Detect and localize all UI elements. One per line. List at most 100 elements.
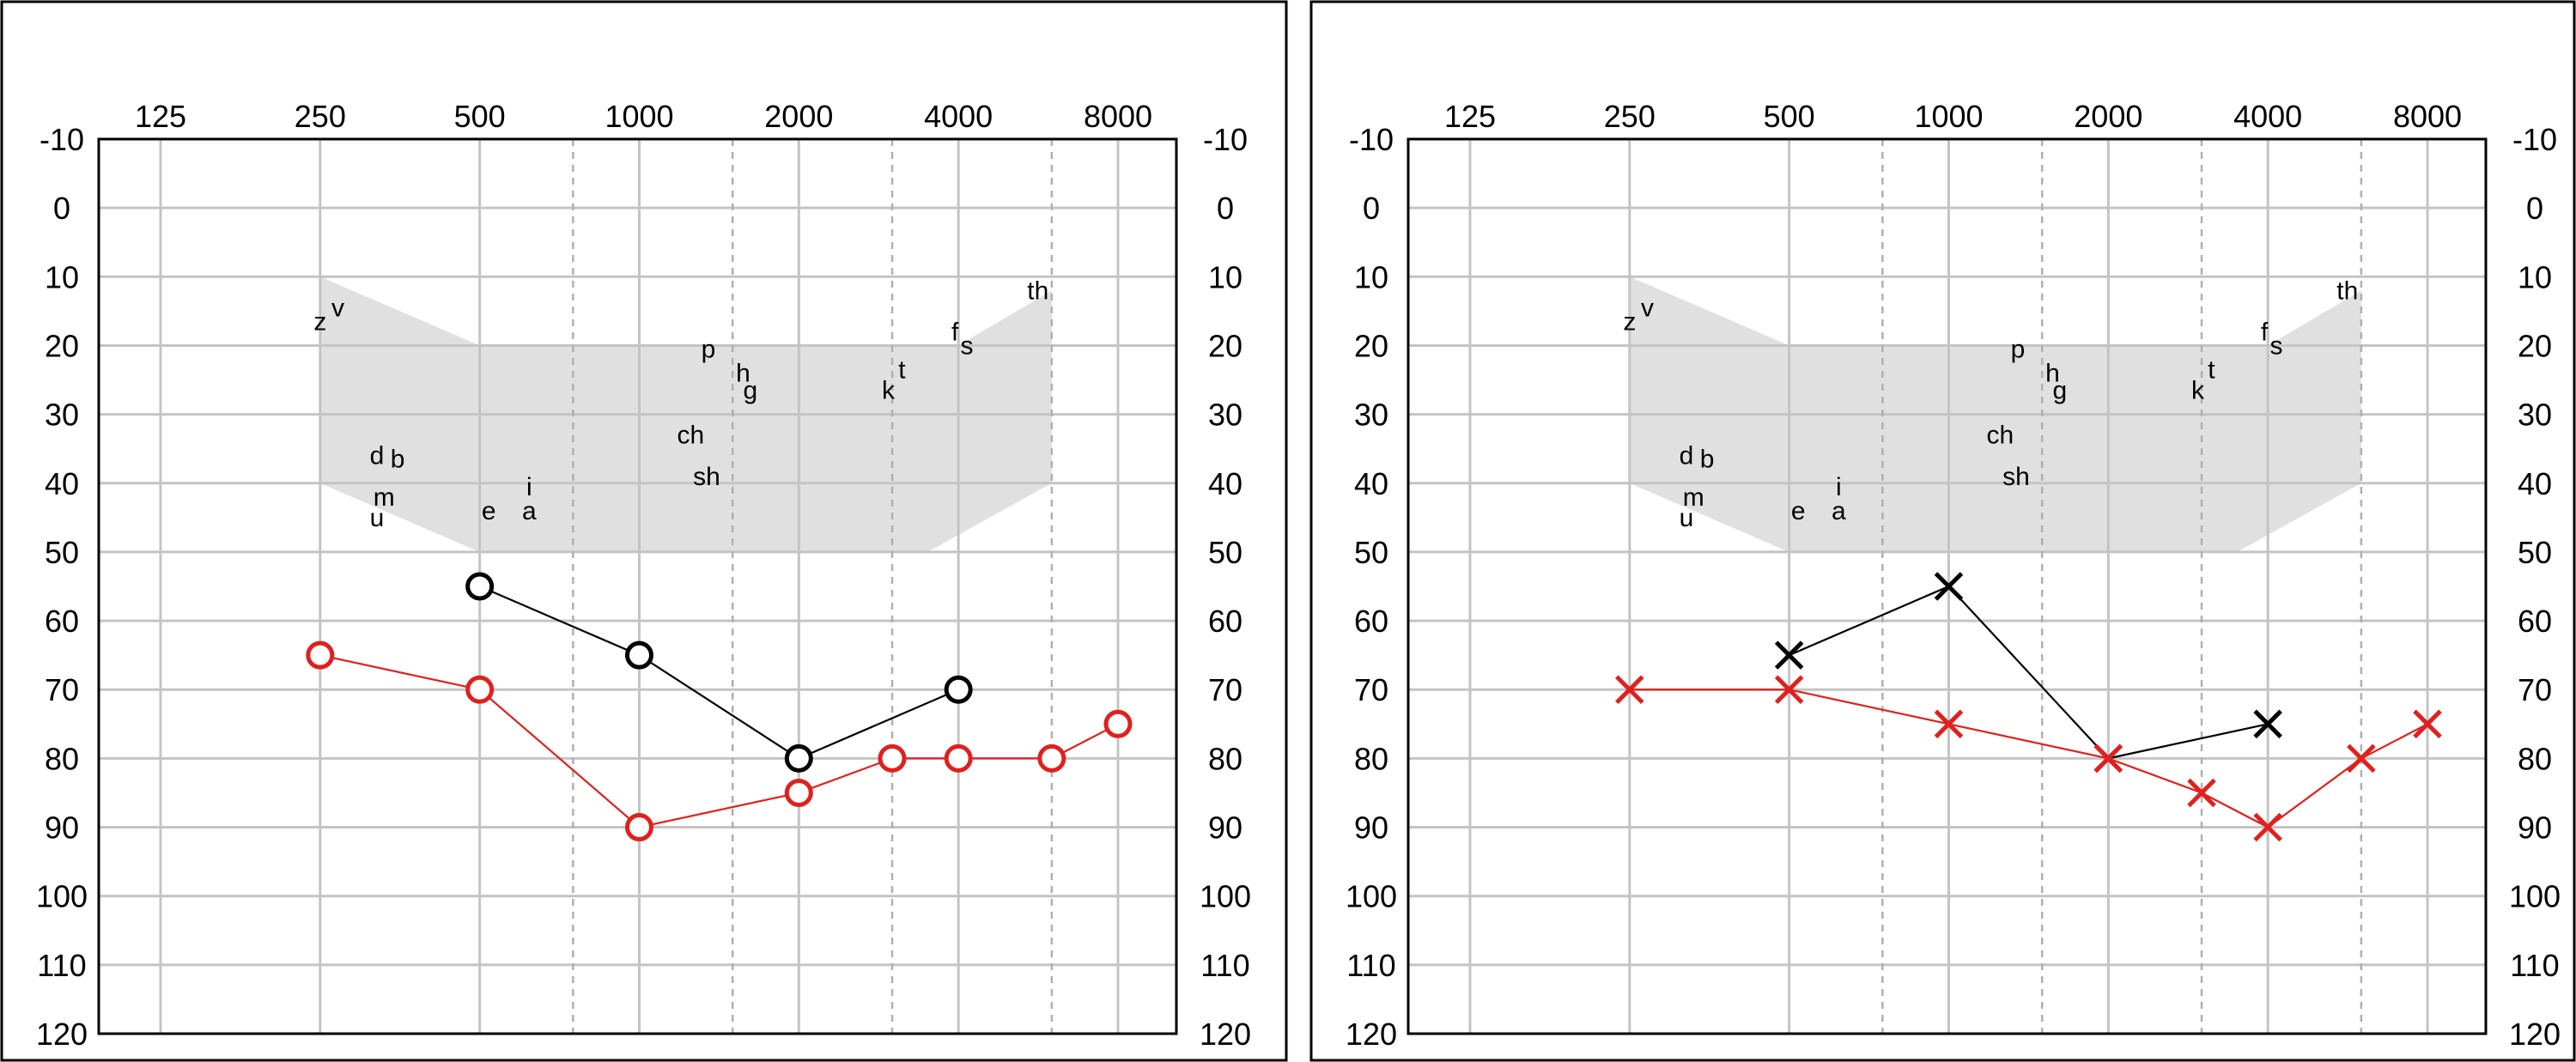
x-tick-label-250: 250	[1604, 99, 1656, 134]
series-0-point-2000	[784, 743, 813, 773]
phoneme-label-sh: sh	[693, 463, 720, 491]
series-1-point-6000	[1037, 743, 1066, 773]
phoneme-label-g: g	[2052, 377, 2067, 405]
phoneme-label-s: s	[961, 331, 974, 360]
series-0-point-1000	[625, 640, 653, 670]
y-tick-label-left-10: 10	[45, 259, 79, 294]
phoneme-label-t: t	[898, 356, 906, 385]
y-tick-label-right-100: 100	[2509, 879, 2561, 914]
phoneme-label-g: g	[743, 377, 757, 405]
x-tick-label-1000: 1000	[605, 99, 673, 134]
phoneme-label-m: m	[1683, 483, 1704, 512]
y-tick-label-left-40: 40	[1354, 466, 1388, 501]
phoneme-label-e: e	[482, 497, 496, 525]
series-0-point-500	[465, 572, 495, 601]
y-tick-label-left-60: 60	[1354, 604, 1388, 639]
phoneme-label-e: e	[1791, 497, 1806, 525]
plot-area-border	[97, 137, 1178, 1035]
phoneme-label-th: th	[1027, 276, 1048, 305]
phoneme-label-f: f	[2261, 318, 2269, 346]
y-tick-label-right--10: -10	[1203, 122, 1248, 157]
x-tick-label-125: 125	[135, 99, 186, 134]
phoneme-label-b: b	[391, 446, 405, 474]
y-tick-label-right-10: 10	[2518, 259, 2552, 294]
plot-area-border	[1406, 137, 2488, 1035]
y-tick-label-left-90: 90	[1354, 810, 1388, 846]
phoneme-label-th: th	[2336, 276, 2358, 305]
panel-frame	[1309, 0, 2576, 1062]
y-tick-label-right-70: 70	[1208, 672, 1242, 707]
x-tick-label-2000: 2000	[2074, 99, 2142, 134]
y-tick-label-right-90: 90	[1208, 810, 1242, 846]
y-tick-label-right-80: 80	[1208, 741, 1242, 776]
y-tick-label-left-70: 70	[45, 672, 79, 707]
series-1-point-1000	[625, 813, 653, 842]
phoneme-label-s: s	[2270, 331, 2283, 360]
y-tick-label-left-100: 100	[36, 879, 88, 914]
series-1-line	[319, 654, 1119, 828]
series-0-line	[479, 585, 959, 760]
phoneme-label-f: f	[951, 318, 959, 346]
x-tick-label-8000: 8000	[2393, 99, 2462, 134]
phoneme-label-u: u	[370, 504, 385, 532]
series-1-point-6000	[2347, 743, 2376, 774]
y-tick-label-right-50: 50	[2518, 535, 2552, 570]
y-tick-label-right-110: 110	[1200, 948, 1249, 983]
series-0-point-4000	[2253, 709, 2282, 739]
phoneme-label-p: p	[2011, 335, 2026, 363]
series-1-point-4000	[944, 743, 973, 773]
series-0-point-4000	[944, 675, 973, 704]
phoneme-label-i: i	[526, 473, 532, 501]
y-tick-label-left-80: 80	[1354, 741, 1388, 776]
phoneme-label-v: v	[331, 294, 344, 322]
y-tick-label-left-110: 110	[1346, 948, 1395, 983]
y-tick-label-left-30: 30	[45, 397, 79, 433]
phoneme-label-m: m	[374, 483, 395, 512]
y-tick-label-right-60: 60	[2518, 604, 2552, 639]
audiogram-panel-right: z v d b m u e i a p h g ch sh k t f s th 125 250 500 1000 2000 4…	[1309, 0, 2576, 1062]
phoneme-label-h: h	[2045, 360, 2060, 388]
series-1-point-2000	[2093, 743, 2123, 774]
y-tick-label-right-0: 0	[1217, 191, 1234, 226]
series-0-line	[1789, 585, 2269, 760]
y-tick-label-left-100: 100	[1346, 879, 1397, 914]
y-tick-label-right--10: -10	[2512, 122, 2557, 157]
x-tick-label-500: 500	[454, 99, 506, 134]
series-1-line	[1629, 689, 2428, 828]
phoneme-label-sh: sh	[2002, 463, 2030, 491]
series-1-point-250	[306, 640, 335, 670]
y-tick-label-left-120: 120	[36, 1016, 88, 1052]
y-tick-label-right-0: 0	[2526, 191, 2543, 226]
phoneme-label-d: d	[370, 442, 385, 470]
y-tick-label-right-20: 20	[2518, 328, 2552, 363]
y-tick-label-left-90: 90	[45, 810, 79, 846]
phoneme-label-b: b	[1700, 446, 1715, 474]
y-tick-label-left-80: 80	[45, 741, 79, 776]
y-tick-label-left--10: -10	[1349, 122, 1394, 157]
phoneme-label-k: k	[2191, 377, 2205, 405]
x-tick-label-250: 250	[295, 99, 346, 134]
panel-frame	[0, 0, 1288, 1062]
series-1-point-250	[1615, 675, 1644, 704]
x-tick-label-4000: 4000	[924, 99, 993, 134]
phoneme-label-p: p	[702, 335, 716, 363]
y-tick-label-right-10: 10	[1208, 259, 1242, 294]
y-tick-label-left-50: 50	[1354, 535, 1388, 570]
phoneme-label-k: k	[882, 377, 896, 405]
y-tick-label-left-60: 60	[45, 604, 79, 639]
y-tick-label-left-30: 30	[1354, 397, 1388, 433]
y-tick-label-left-110: 110	[37, 948, 86, 983]
series-1-point-3000	[878, 743, 907, 773]
y-tick-label-left-70: 70	[1354, 672, 1388, 707]
series-0-point-500	[1774, 640, 1804, 670]
x-tick-label-500: 500	[1764, 99, 1815, 134]
x-tick-label-1000: 1000	[1914, 99, 1983, 134]
y-tick-label-right-90: 90	[2518, 810, 2552, 846]
series-1-point-1000	[1934, 709, 1964, 739]
y-tick-label-left--10: -10	[39, 122, 84, 157]
y-tick-label-right-120: 120	[1200, 1016, 1251, 1052]
y-tick-label-right-80: 80	[2518, 741, 2552, 776]
y-tick-label-left-20: 20	[1354, 328, 1388, 363]
phoneme-label-a: a	[522, 497, 537, 525]
